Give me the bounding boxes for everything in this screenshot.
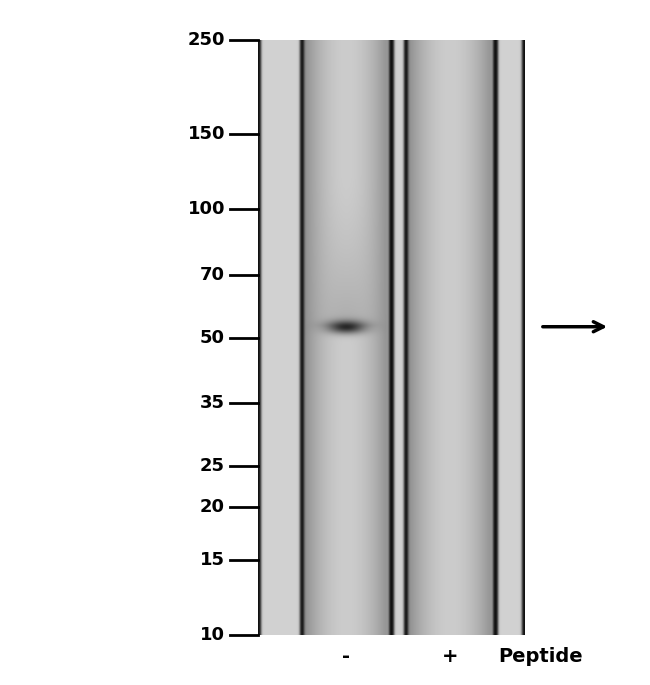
Text: 70: 70	[200, 266, 225, 284]
Text: 10: 10	[200, 626, 225, 644]
Text: 15: 15	[200, 551, 225, 569]
Text: +: +	[442, 647, 458, 667]
Text: Peptide: Peptide	[499, 647, 583, 667]
Text: 25: 25	[200, 457, 225, 475]
Text: 50: 50	[200, 329, 225, 347]
Text: 35: 35	[200, 395, 225, 412]
Text: 150: 150	[187, 125, 225, 143]
Text: -: -	[342, 647, 350, 667]
Text: 100: 100	[187, 201, 225, 219]
Text: 20: 20	[200, 498, 225, 516]
Text: 250: 250	[187, 31, 225, 49]
